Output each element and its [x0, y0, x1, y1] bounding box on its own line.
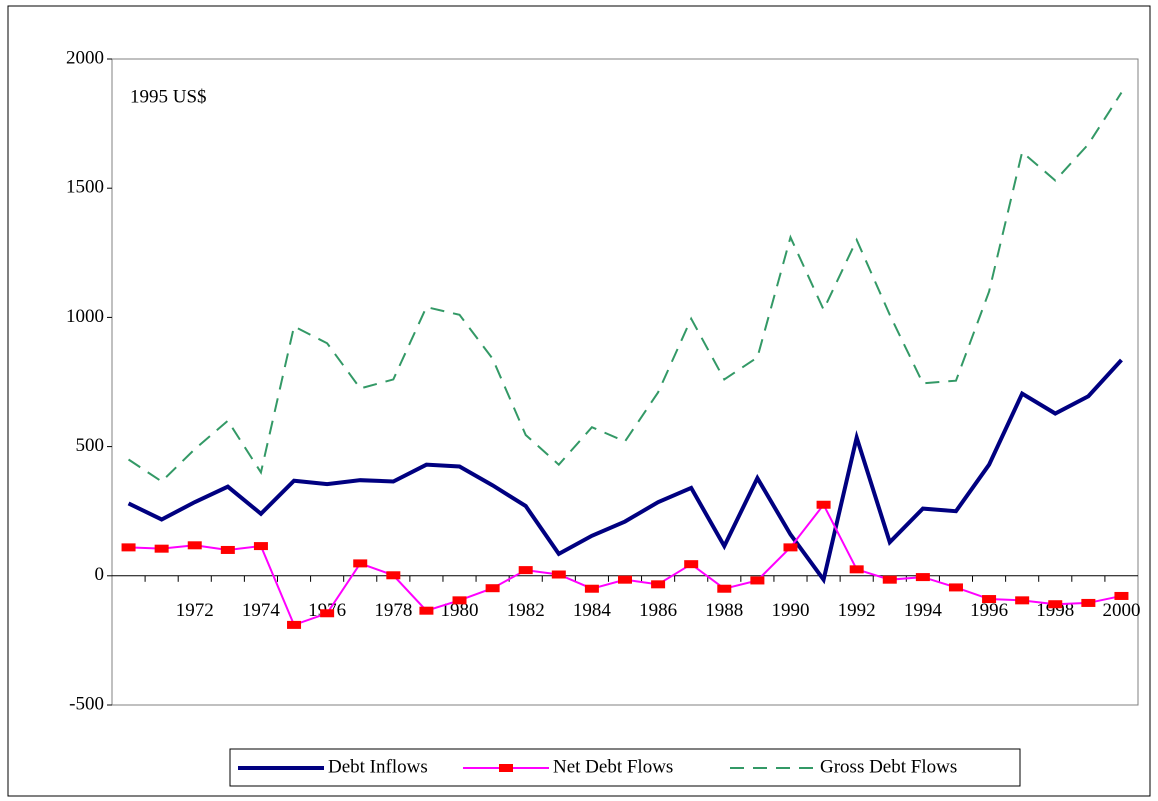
marker	[1081, 598, 1096, 607]
marker	[816, 500, 831, 509]
x-tick-label: 1998	[1036, 600, 1074, 621]
marker	[386, 571, 401, 580]
marker	[849, 565, 864, 574]
x-tick-label: 1990	[771, 600, 809, 621]
x-tick-label: 1972	[176, 600, 214, 621]
marker	[982, 595, 997, 604]
y-tick-label: -500	[69, 693, 104, 714]
marker	[882, 575, 897, 584]
series-line	[127, 92, 1123, 483]
marker	[948, 583, 963, 592]
marker	[915, 573, 930, 582]
legend-marker	[499, 764, 513, 772]
x-tick-label: 1986	[639, 600, 677, 621]
marker	[287, 620, 302, 629]
x-tick-label: 1988	[705, 600, 743, 621]
series-line	[127, 358, 1123, 585]
y-tick-label: 1500	[66, 177, 104, 198]
y-tick-label: 500	[76, 435, 105, 456]
y-tick-label: 1000	[66, 306, 104, 327]
marker	[783, 543, 798, 552]
marker	[684, 560, 699, 569]
marker	[253, 542, 268, 551]
x-tick-label: 1984	[573, 600, 612, 621]
marker	[717, 584, 732, 593]
annotation: 1995 US$	[130, 86, 207, 107]
marker	[618, 575, 632, 584]
marker	[1015, 596, 1030, 605]
legend-box	[229, 748, 1021, 787]
marker	[419, 606, 434, 615]
marker	[1048, 600, 1063, 609]
marker	[353, 559, 368, 568]
marker	[220, 545, 235, 554]
marker	[121, 543, 136, 552]
legend-label: Gross Debt Flows	[820, 756, 957, 777]
marker	[452, 596, 467, 605]
marker	[187, 541, 202, 550]
x-tick-label: 1974	[242, 600, 281, 621]
marker	[551, 570, 566, 579]
x-tick-label: 1996	[970, 600, 1008, 621]
y-tick-label: 2000	[66, 47, 104, 68]
y-tick-label: 0	[95, 564, 105, 585]
marker	[1114, 591, 1129, 600]
x-tick-label: 2000	[1102, 600, 1140, 621]
x-tick-label: 1994	[904, 600, 943, 621]
marker	[584, 584, 599, 593]
x-tick-label: 1982	[507, 600, 545, 621]
x-tick-label: 1978	[374, 600, 412, 621]
marker	[154, 544, 169, 553]
marker	[485, 584, 500, 593]
marker	[518, 566, 533, 575]
marker	[750, 576, 765, 585]
legend-label: Debt Inflows	[328, 756, 428, 777]
legend-label: Net Debt Flows	[553, 756, 673, 777]
marker	[651, 580, 666, 589]
x-tick-label: 1992	[838, 600, 876, 621]
marker	[320, 609, 335, 618]
x-tick-label: 1980	[441, 600, 479, 621]
